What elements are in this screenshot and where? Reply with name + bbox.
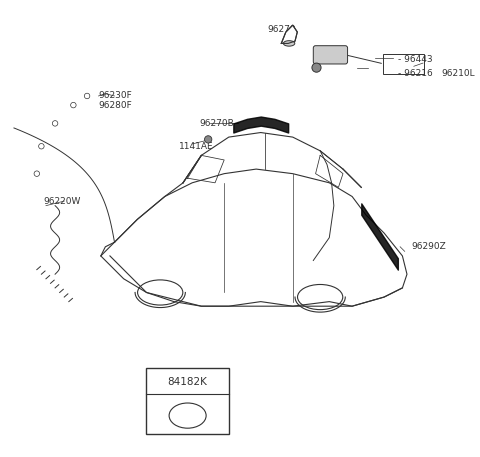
Text: 96220W: 96220W	[44, 197, 81, 206]
Circle shape	[312, 63, 321, 72]
Polygon shape	[281, 25, 297, 43]
Bar	[146, 368, 229, 434]
Text: 96270B: 96270B	[199, 119, 234, 128]
Text: 96280F: 96280F	[98, 101, 132, 110]
Text: - 96216: - 96216	[398, 69, 432, 78]
Text: 96290Z: 96290Z	[411, 242, 446, 251]
Text: 96270: 96270	[267, 25, 296, 34]
Text: 96230F: 96230F	[98, 91, 132, 101]
Text: 84182K: 84182K	[168, 377, 207, 388]
Text: 1141AE: 1141AE	[179, 142, 213, 151]
Circle shape	[204, 136, 212, 143]
FancyBboxPatch shape	[313, 46, 348, 64]
Text: - 96443: - 96443	[398, 55, 432, 64]
Text: 96210L: 96210L	[441, 69, 475, 78]
Ellipse shape	[283, 41, 295, 46]
